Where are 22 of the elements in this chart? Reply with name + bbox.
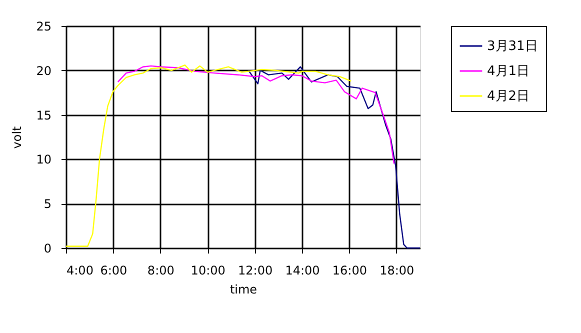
x-tick-label: 4:00 [66, 264, 94, 278]
line-series [248, 66, 421, 249]
y-axis-title: volt [10, 126, 24, 149]
x-tick-label: 6:00 [100, 264, 128, 278]
legend-label: 3月31日 [487, 39, 538, 54]
x-tick-label: 10:00 [190, 264, 226, 278]
x-tick-label: 16:00 [332, 264, 367, 278]
y-tick-label: 5 [44, 197, 52, 212]
x-axis-title: time [230, 282, 258, 296]
line-series [117, 65, 395, 164]
legend-label: 4月2日 [487, 89, 530, 104]
x-tick-label: 8:00 [147, 264, 174, 278]
x-tick-label: 14:00 [285, 264, 320, 278]
x-tick-label: 18:00 [380, 264, 414, 278]
legend-label: 4月1日 [487, 64, 530, 79]
y-tick-label: 20 [36, 64, 52, 78]
y-tick-label: 15 [36, 108, 52, 122]
y-tick-label: 25 [36, 20, 52, 34]
x-tick-label: 12:00 [238, 264, 273, 278]
y-tick-label: 10 [36, 152, 52, 167]
line-series [65, 64, 352, 247]
y-tick-label: 0 [44, 242, 52, 256]
